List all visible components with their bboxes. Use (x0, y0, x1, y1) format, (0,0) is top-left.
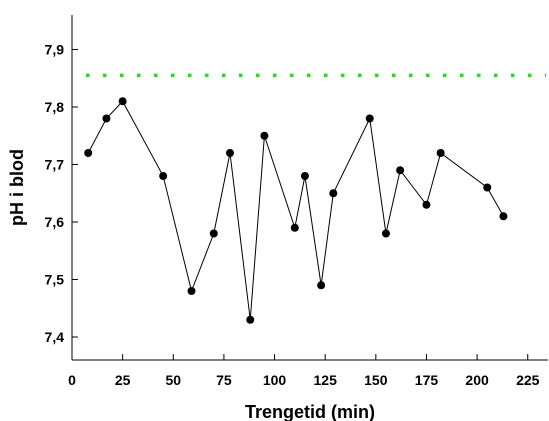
data-point (84, 149, 93, 157)
x-tick-label: 125 (314, 372, 338, 388)
data-point (159, 172, 168, 180)
data-point (499, 212, 508, 221)
data-point (187, 287, 196, 295)
x-tick-label: 25 (115, 372, 131, 388)
data-point (118, 97, 127, 106)
data-point (225, 149, 234, 157)
y-tick-label: 7,5 (45, 272, 65, 288)
data-point (102, 114, 111, 123)
y-tick-label: 7,8 (45, 99, 65, 115)
y-axis-title: pH i blod (7, 149, 27, 226)
x-axis-title: Trengetid (min) (245, 402, 375, 421)
data-point (246, 315, 255, 324)
x-tick-label: 200 (465, 372, 489, 388)
data-point (422, 200, 431, 209)
data-point (300, 172, 309, 180)
y-tick-label: 7,6 (45, 214, 65, 230)
y-tick-label: 7,9 (45, 42, 65, 58)
x-tick-label: 75 (216, 372, 232, 388)
data-point (396, 166, 405, 175)
x-tick-label: 100 (263, 372, 287, 388)
data-point (365, 114, 374, 123)
data-point (260, 131, 269, 140)
data-point (317, 281, 326, 290)
series-line (87, 100, 504, 320)
x-tick-label: 50 (165, 372, 181, 388)
data-point (329, 189, 338, 198)
x-tick-label: 150 (364, 372, 388, 388)
x-tick-label: 225 (516, 372, 540, 388)
data-point (483, 183, 492, 192)
data-point (209, 229, 218, 238)
y-tick-label: 7,7 (45, 157, 65, 173)
data-point (381, 229, 390, 238)
y-tick-label: 7,4 (45, 329, 65, 345)
x-tick-label: 175 (415, 372, 439, 388)
axes: 7,4 7,5 7,6 7,7 7,8 7,9 0 25 50 75 100 125 150 175 200… (45, 15, 548, 388)
data-point (290, 223, 299, 232)
data-point (436, 149, 445, 157)
plot-area (84, 73, 546, 324)
x-tick-label: 0 (68, 372, 76, 388)
